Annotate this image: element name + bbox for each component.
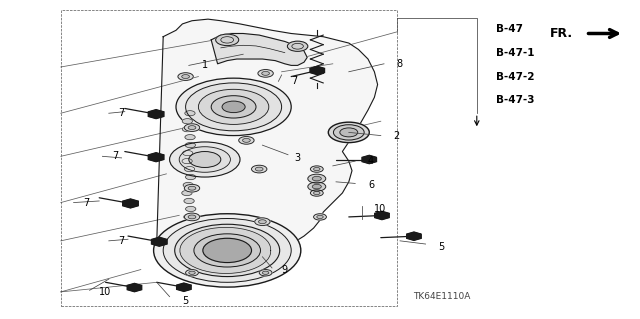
Circle shape [287, 41, 308, 51]
Polygon shape [362, 155, 376, 164]
Polygon shape [375, 211, 389, 219]
Circle shape [317, 215, 323, 219]
Text: 6: 6 [368, 180, 374, 190]
Circle shape [222, 101, 245, 113]
Circle shape [314, 191, 320, 195]
Text: 1: 1 [202, 60, 208, 70]
Circle shape [188, 215, 196, 219]
Circle shape [154, 214, 301, 287]
Circle shape [314, 167, 320, 171]
Circle shape [182, 190, 192, 196]
Text: 9: 9 [282, 264, 288, 275]
Circle shape [262, 71, 269, 75]
Circle shape [175, 224, 280, 277]
Circle shape [186, 270, 198, 276]
Circle shape [182, 75, 189, 78]
Circle shape [185, 143, 195, 148]
Circle shape [188, 186, 196, 190]
Polygon shape [148, 153, 164, 162]
Circle shape [308, 182, 326, 191]
Circle shape [183, 182, 193, 188]
Circle shape [170, 142, 240, 177]
Circle shape [189, 271, 195, 274]
Circle shape [184, 167, 195, 172]
Polygon shape [127, 283, 141, 292]
Circle shape [184, 214, 194, 219]
Text: 7: 7 [118, 108, 125, 118]
Circle shape [259, 270, 272, 276]
Circle shape [239, 137, 254, 144]
Circle shape [312, 184, 321, 189]
Circle shape [186, 174, 196, 180]
Text: 2: 2 [394, 130, 400, 141]
Circle shape [194, 234, 260, 267]
Text: 8: 8 [397, 59, 403, 69]
Text: 5: 5 [182, 296, 189, 307]
Circle shape [310, 166, 323, 172]
Circle shape [178, 73, 193, 80]
Text: FR.: FR. [550, 27, 573, 40]
Text: B-47-3: B-47-3 [496, 95, 534, 106]
Text: 7: 7 [118, 236, 125, 246]
Circle shape [252, 165, 267, 173]
Circle shape [186, 206, 196, 211]
Circle shape [255, 218, 270, 226]
Circle shape [203, 238, 252, 263]
Circle shape [259, 220, 266, 224]
Text: B-47-1: B-47-1 [496, 48, 534, 58]
Text: 3: 3 [294, 153, 301, 163]
Circle shape [188, 126, 196, 130]
Polygon shape [152, 237, 167, 246]
Circle shape [310, 190, 323, 196]
Circle shape [328, 122, 369, 143]
Circle shape [179, 147, 230, 172]
Polygon shape [211, 33, 307, 65]
Circle shape [312, 176, 321, 181]
Text: 10: 10 [374, 204, 387, 214]
Text: 5: 5 [438, 242, 445, 252]
Polygon shape [407, 232, 421, 240]
Circle shape [182, 159, 192, 164]
Circle shape [182, 151, 193, 156]
Text: 7: 7 [112, 151, 118, 161]
Circle shape [243, 138, 250, 142]
Circle shape [308, 174, 326, 183]
Text: B-47-2: B-47-2 [496, 71, 534, 82]
Circle shape [163, 219, 291, 282]
Circle shape [314, 214, 326, 220]
Circle shape [182, 127, 193, 132]
Circle shape [211, 96, 256, 118]
Circle shape [184, 124, 200, 131]
Circle shape [255, 167, 263, 171]
Circle shape [262, 271, 269, 274]
Text: B-47: B-47 [496, 24, 523, 34]
Polygon shape [180, 227, 271, 273]
Circle shape [184, 184, 200, 192]
Circle shape [198, 89, 269, 124]
Circle shape [185, 111, 195, 116]
Circle shape [221, 37, 234, 43]
Polygon shape [310, 66, 324, 75]
Circle shape [182, 119, 193, 124]
Polygon shape [177, 283, 191, 291]
Polygon shape [157, 19, 378, 278]
Circle shape [333, 125, 364, 140]
Circle shape [292, 43, 303, 49]
Text: 4: 4 [368, 156, 374, 166]
Polygon shape [148, 110, 164, 119]
Text: 10: 10 [99, 287, 111, 297]
Circle shape [185, 135, 195, 140]
Circle shape [258, 70, 273, 77]
Circle shape [184, 198, 194, 204]
Circle shape [184, 213, 200, 221]
Circle shape [176, 78, 291, 136]
Polygon shape [123, 199, 138, 208]
Circle shape [186, 83, 282, 131]
Circle shape [189, 152, 221, 167]
Text: 7: 7 [83, 197, 90, 208]
Text: TK64E1110A: TK64E1110A [413, 292, 470, 301]
Circle shape [340, 128, 358, 137]
Text: 7: 7 [291, 76, 298, 86]
Circle shape [216, 34, 239, 46]
